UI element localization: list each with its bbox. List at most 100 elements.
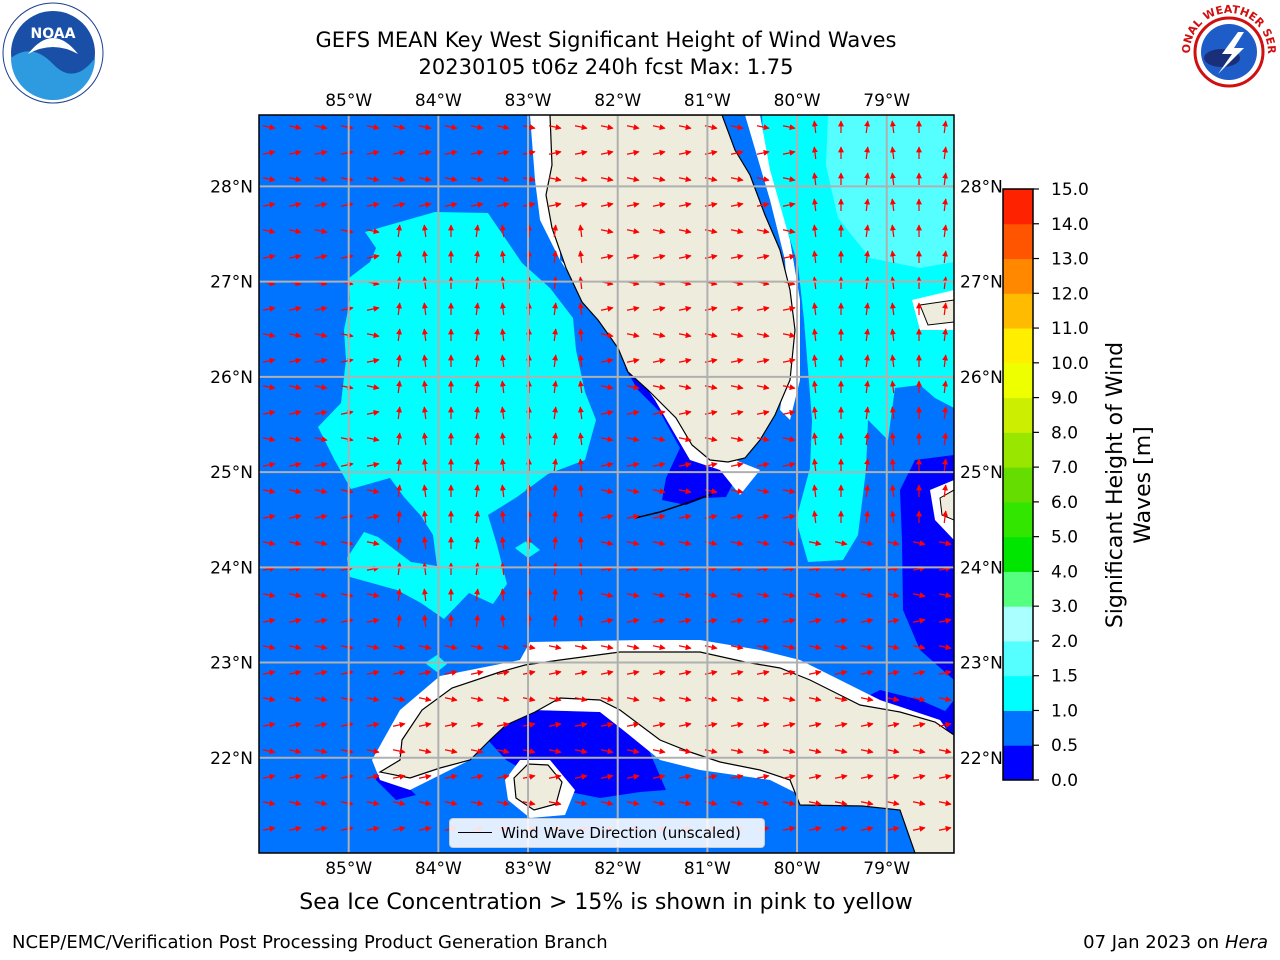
wind-arrow <box>737 852 744 853</box>
wind-arrow <box>834 773 848 780</box>
wind-arrow <box>577 328 584 342</box>
wind-arrows <box>262 120 952 853</box>
colorbar-swatch <box>1003 328 1033 364</box>
wind-arrow <box>262 721 276 728</box>
colorbar-tick-label: 15.0 <box>1051 180 1089 200</box>
wind-arrow <box>392 124 406 131</box>
wind-arrow <box>418 800 432 807</box>
wind-arrow <box>782 176 796 183</box>
wind-arrow <box>730 748 744 755</box>
colorbar-tick-label: 9.0 <box>1051 389 1078 409</box>
wind-arrow <box>782 540 796 547</box>
wind-arrow <box>730 228 744 235</box>
wind-arrow <box>314 800 328 807</box>
wind-arrow <box>912 825 926 832</box>
wind-arrow <box>652 800 666 807</box>
wind-arrow <box>626 201 640 208</box>
wind-arrow <box>399 852 406 853</box>
wind-arrow <box>811 198 818 212</box>
wind-arrow <box>889 354 896 368</box>
wind-arrow <box>314 384 328 391</box>
wind-arrow <box>314 825 328 832</box>
wind-arrow <box>815 852 822 853</box>
wind-arrow <box>421 250 428 264</box>
wind-arrow <box>730 305 744 312</box>
colorbar-swatch <box>1003 710 1033 746</box>
wind-arrow <box>811 224 818 238</box>
wind-arrow <box>756 436 770 443</box>
wind-arrow <box>652 409 666 416</box>
wind-arrow <box>314 721 328 728</box>
wind-arrow <box>418 825 432 832</box>
wind-arrow <box>499 380 506 394</box>
wind-arrow <box>756 332 770 339</box>
wind-arrow <box>811 276 818 290</box>
wind-arrow <box>288 721 302 728</box>
wind-arrow <box>942 328 949 342</box>
wind-arrow <box>444 176 458 183</box>
wind-arrow <box>552 276 559 290</box>
wind-arrow <box>912 669 926 676</box>
chart-title: GEFS MEAN Key West Significant Height of… <box>315 28 897 52</box>
wind-arrow <box>678 201 692 208</box>
wind-arrow <box>366 488 380 495</box>
colorbar-swatch <box>1003 467 1033 503</box>
wind-arrow <box>600 748 614 755</box>
wind-arrow <box>474 432 481 446</box>
wind-arrow <box>574 748 588 755</box>
wind-arrow <box>678 124 692 131</box>
wind-arrow <box>860 825 874 832</box>
wind-arrow <box>678 540 692 547</box>
wind-arrow <box>421 224 428 238</box>
colorbar-tick-label: 3.0 <box>1051 597 1078 617</box>
wind-arrow <box>288 461 302 468</box>
wind-arrow <box>288 513 302 520</box>
wind-arrow <box>730 176 744 183</box>
wind-arrow <box>392 748 406 755</box>
wind-arrow <box>288 696 302 703</box>
wind-arrow <box>474 302 481 316</box>
wind-arrow <box>652 357 666 364</box>
wind-arrow <box>444 748 458 755</box>
wind-arrow <box>652 332 666 339</box>
wind-arrow <box>366 149 380 156</box>
wind-arrow <box>942 432 949 446</box>
wind-arrow <box>782 592 796 599</box>
wind-arrow <box>577 354 584 368</box>
wind-arrow <box>262 488 276 495</box>
wind-arrow <box>652 773 666 780</box>
wind-arrow <box>678 176 692 183</box>
wind-arrow <box>782 773 796 780</box>
wind-arrow <box>886 800 900 807</box>
wind-arrow <box>288 488 302 495</box>
wind-arrow <box>782 748 796 755</box>
colorbar-swatch <box>1003 606 1033 642</box>
wind-arrow <box>366 617 380 624</box>
wind-arrow <box>912 696 926 703</box>
wind-arrow <box>860 592 874 599</box>
wind-arrow <box>288 617 302 624</box>
wind-arrow <box>574 124 588 131</box>
wind-arrow <box>782 201 796 208</box>
wind-arrow <box>418 748 432 755</box>
wind-arrow <box>574 696 588 703</box>
wind-arrow <box>366 384 380 391</box>
colorbar-tick-label: 5.0 <box>1051 528 1078 548</box>
wind-arrow <box>864 406 871 420</box>
wind-arrow <box>577 484 584 498</box>
wind-arrow <box>626 149 640 156</box>
wind-arrow <box>860 540 874 547</box>
wind-arrow <box>678 253 692 260</box>
wind-arrow <box>678 696 692 703</box>
wind-arrow <box>600 305 614 312</box>
lon-label-top: 83°W <box>505 91 552 111</box>
colorbar-title-line2: Waves [m] <box>1131 426 1156 544</box>
wind-arrow <box>470 800 484 807</box>
wind-arrow <box>626 696 640 703</box>
wind-arrow <box>366 825 380 832</box>
wind-arrow <box>474 536 481 550</box>
wind-arrow <box>552 406 559 420</box>
wind-arrow <box>288 176 302 183</box>
wind-arrow <box>548 201 562 208</box>
chart-subtitle: 20230105 t06z 240h fcst Max: 1.75 <box>418 55 794 79</box>
